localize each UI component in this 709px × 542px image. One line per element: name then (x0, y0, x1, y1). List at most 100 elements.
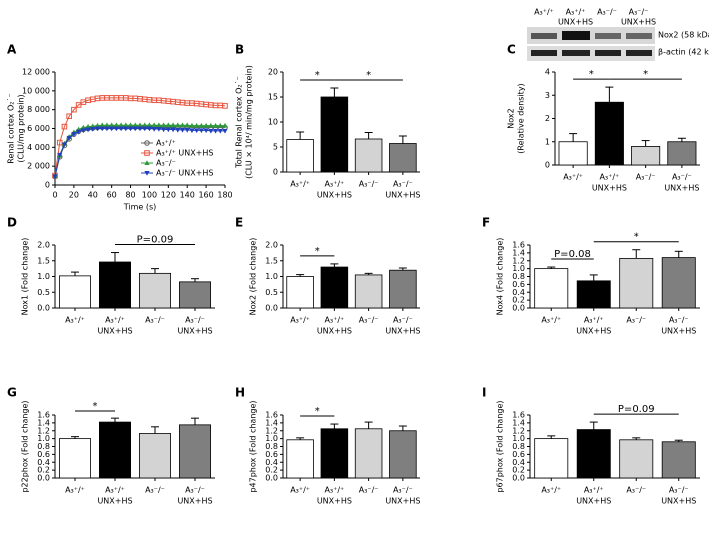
band (626, 50, 652, 56)
marker (212, 122, 219, 128)
marker (118, 122, 124, 128)
y-tick-label: 0.0 (37, 304, 50, 313)
y-tick-label: 12 000 (22, 68, 50, 77)
y-tick-label: 1.0 (265, 434, 278, 443)
marker (61, 142, 68, 148)
bar (661, 257, 696, 309)
lane-label: A₃⁻/⁻ (629, 8, 649, 17)
band (595, 33, 621, 39)
marker (161, 122, 167, 128)
marker (146, 122, 153, 128)
bar (178, 424, 211, 479)
marker (217, 122, 223, 128)
x-tick-label: A₃⁺/⁺ (563, 173, 583, 182)
bar (99, 421, 132, 479)
y-tick-label: 1.5 (37, 256, 50, 265)
panel-label: H (235, 386, 245, 400)
marker (85, 123, 91, 129)
bar (354, 274, 383, 309)
bar (576, 280, 611, 309)
band (531, 50, 557, 56)
y-tick-label: 0 (273, 168, 278, 177)
y-tick-label: 1.6 (37, 411, 50, 420)
marker (179, 127, 186, 133)
bar (631, 145, 661, 166)
y-tick-label: 1.0 (512, 264, 525, 273)
y-tick-label: 1.0 (37, 272, 50, 281)
bar (59, 275, 92, 309)
panel-label: D (7, 216, 17, 230)
x-tick-label: A₃⁺/⁺ (290, 316, 310, 325)
marker (203, 122, 209, 128)
marker (113, 122, 119, 128)
marker (189, 128, 195, 134)
marker (76, 129, 82, 135)
x-tick-label: UNX+HS (576, 327, 611, 336)
x-tick-label: UNX+HS (576, 497, 611, 506)
marker (123, 126, 129, 132)
bar (138, 272, 171, 309)
x-tick-label: A₃⁻/⁻ (626, 486, 646, 495)
x-tick-label: 140 (180, 191, 195, 200)
bar (619, 439, 654, 479)
marker (85, 127, 91, 133)
marker (170, 122, 176, 128)
marker (137, 122, 143, 128)
y-axis-label: Nox2 (507, 108, 516, 128)
marker (137, 126, 143, 132)
significance-label: * (589, 69, 594, 80)
x-tick-label: 160 (198, 191, 213, 200)
panel-label: F (482, 216, 490, 230)
y-tick-label: 1.4 (512, 418, 525, 427)
y-tick-label: 1 (545, 137, 550, 146)
marker (203, 128, 209, 134)
blot-strip (527, 27, 655, 44)
y-tick-label: 2.0 (265, 241, 278, 250)
x-axis-label: Time (s) (123, 203, 157, 212)
bar (667, 141, 697, 166)
bar (286, 276, 314, 309)
lane-label: A₃⁺/⁺ (566, 8, 586, 17)
band (626, 33, 652, 39)
marker (146, 126, 153, 132)
x-tick-label: A₃⁺/⁺ (584, 486, 604, 495)
x-tick-label: 60 (107, 191, 117, 200)
bar (354, 138, 383, 173)
x-tick-label: 80 (125, 191, 135, 200)
marker (175, 127, 181, 133)
marker (198, 122, 204, 128)
y-tick-label: 2 000 (27, 162, 50, 171)
x-tick-label: UNX+HS (385, 191, 420, 200)
marker (217, 128, 223, 134)
marker (127, 122, 134, 128)
marker (198, 128, 204, 134)
lane-label: UNX+HS (621, 18, 656, 27)
significance-label: * (315, 406, 320, 417)
marker (179, 122, 186, 128)
bar (320, 428, 349, 479)
marker (71, 132, 77, 137)
bar (138, 433, 171, 479)
bar (286, 139, 314, 173)
bar (534, 268, 569, 309)
marker (109, 122, 115, 128)
marker (194, 128, 200, 134)
bar (178, 281, 211, 309)
marker (127, 126, 134, 132)
y-tick-label: 0.6 (37, 450, 50, 459)
y-tick-label: 1.5 (265, 256, 278, 265)
marker (208, 128, 214, 134)
series-line (54, 97, 226, 176)
bar (389, 269, 417, 309)
marker (57, 152, 63, 158)
x-tick-label: A₃⁺/⁺ (105, 316, 125, 325)
panel-label: E (235, 216, 243, 230)
x-tick-label: UNX+HS (177, 497, 212, 506)
y-tick-label: 1.0 (512, 434, 525, 443)
marker (90, 126, 96, 132)
marker (165, 122, 171, 128)
y-tick-label: 0.0 (265, 474, 278, 483)
y-tick-label: 2.0 (37, 241, 50, 250)
significance-label: * (634, 232, 639, 243)
x-tick-label: 100 (142, 191, 157, 200)
